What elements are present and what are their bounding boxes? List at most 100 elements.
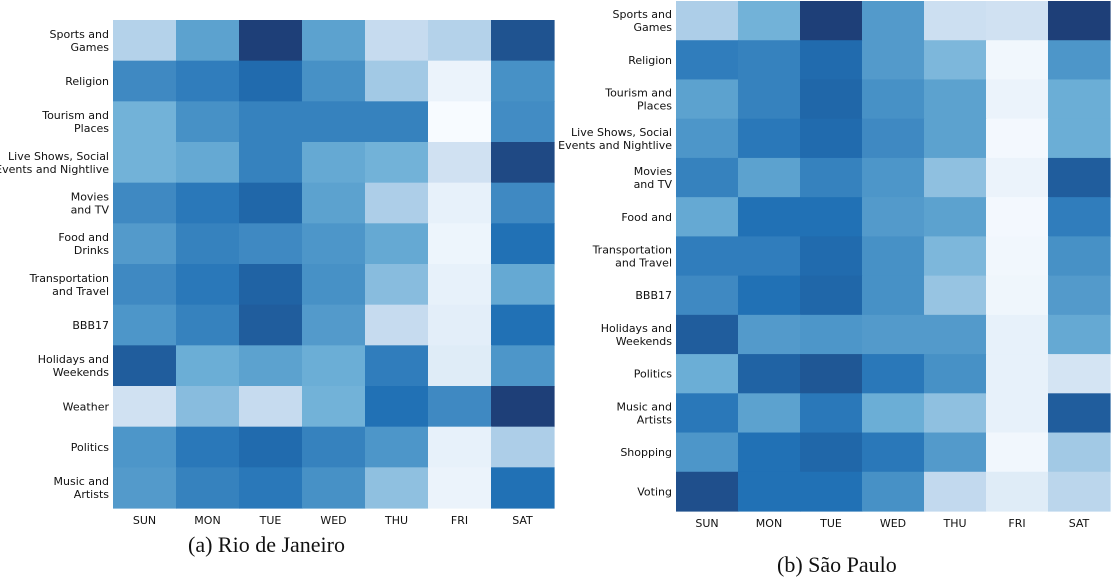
x-tick-label: MON [194,514,220,527]
heatmap-cell [428,345,492,386]
heatmap-cell [302,345,366,386]
heatmap-cell [862,315,925,355]
heatmap-cell [924,40,987,80]
heatmap-cell [239,345,303,386]
heatmap-cell [862,236,925,276]
y-tick-line: Weather [63,400,110,413]
y-tick-label: Live Shows, Social Events and Nightlive [558,126,672,152]
heatmap-cell [924,315,987,355]
heatmap-cell [113,142,177,183]
heatmap-cell [738,79,801,119]
heatmap-cell [365,61,429,102]
heatmap-cell [428,183,492,224]
heatmap-cell [1048,354,1111,394]
y-tick-label: Sports and Games [50,28,110,54]
heatmap-cell [302,386,366,427]
y-tick-line: Holidays and [38,353,109,366]
heatmap-sao-paulo: Sports and Games Religion Tourism and Places… [556,0,1112,550]
heatmap-cell [113,264,177,305]
heatmap-cell [862,197,925,237]
heatmap-cell [1048,158,1111,198]
y-tick-line: Sports and [50,28,109,41]
heatmap-cell [365,427,429,468]
heatmap-cell [676,472,739,512]
y-tick-line: Weekends [616,335,672,348]
heatmap-cell [986,158,1049,198]
heatmap-cell [924,393,987,433]
heatmap-cell [738,158,801,198]
y-tick-line: Artists [637,413,672,426]
y-tick-label: Food and Drinks [58,231,109,257]
y-tick-label: Movies and TV [634,165,673,191]
y-tick-line: Artists [74,488,109,501]
y-tick-line: Voting [637,485,672,498]
heatmap-cell [924,158,987,198]
heatmap-cell [176,386,240,427]
heatmap-cell [302,223,366,264]
y-tick-label: Transportation and Travel [592,244,672,270]
heatmap-cell [428,427,492,468]
x-tick-label: FRI [451,514,468,527]
heatmap-cell [676,354,739,394]
heatmap-cell [862,1,925,41]
heatmap-cell [800,1,863,41]
heatmap-cell [800,119,863,159]
heatmap-cell [1048,236,1111,276]
heatmap-cell [302,142,366,183]
y-tick-line: Transportation [29,272,109,285]
y-tick-label: Politics [71,441,110,454]
heatmap-cell [428,223,492,264]
y-tick-line: Tourism and [604,87,672,100]
y-tick-line: Food and [621,211,672,224]
heatmap-cell [986,197,1049,237]
heatmap-cell [862,119,925,159]
heatmap-cell [800,40,863,80]
heatmap-cell [365,223,429,264]
y-tick-label: Live Shows, Social Events and Nightlive [0,150,109,176]
heatmap-panel-sao-paulo: Sports and Games Religion Tourism and Places… [556,0,1112,578]
heatmap-cell [113,183,177,224]
heatmap-cell [862,276,925,316]
y-tick-line: Live Shows, Social [8,150,109,163]
y-tick-line: Tourism and [41,109,109,122]
heatmap-cell [113,427,177,468]
heatmap-cell [862,433,925,473]
y-tick-label: Sports and Games [613,8,673,34]
y-tick-label: Movies and TV [71,191,110,217]
heatmap-cell [738,472,801,512]
heatmap-cell [676,197,739,237]
heatmap-cell [986,276,1049,316]
y-tick-line: Places [74,122,109,135]
y-tick-line: Events and Nightlive [0,163,109,176]
heatmap-cell [239,264,303,305]
heatmap-cell [738,433,801,473]
x-tick-label: WED [880,517,906,530]
y-tick-line: Games [71,41,110,54]
heatmap-cell [239,223,303,264]
heatmap-cell [365,20,429,61]
heatmap-cell [302,305,366,346]
heatmap-cell [1048,315,1111,355]
y-tick-line: Drinks [74,244,109,257]
heatmap-cell [113,386,177,427]
heatmap-cell [800,472,863,512]
heatmap-cell [862,472,925,512]
heatmap-cell [428,20,492,61]
heatmap-cell [428,467,492,508]
heatmap-cell [986,354,1049,394]
heatmap-cell [365,142,429,183]
heatmap-cell [1048,119,1111,159]
heatmap-cell [676,393,739,433]
y-tick-label: Politics [634,368,673,381]
heatmap-cell [428,61,492,102]
heatmap-cell [239,467,303,508]
y-tick-line: Movies [634,165,673,178]
y-tick-label: Religion [628,54,672,67]
heatmap-cell [113,345,177,386]
x-tick-label: WED [320,514,346,527]
y-tick-line: BBB17 [72,319,109,332]
heatmap-cell [302,101,366,142]
x-tick-label: THU [942,517,966,530]
heatmap-cell [491,142,555,183]
heatmap-cell [800,236,863,276]
